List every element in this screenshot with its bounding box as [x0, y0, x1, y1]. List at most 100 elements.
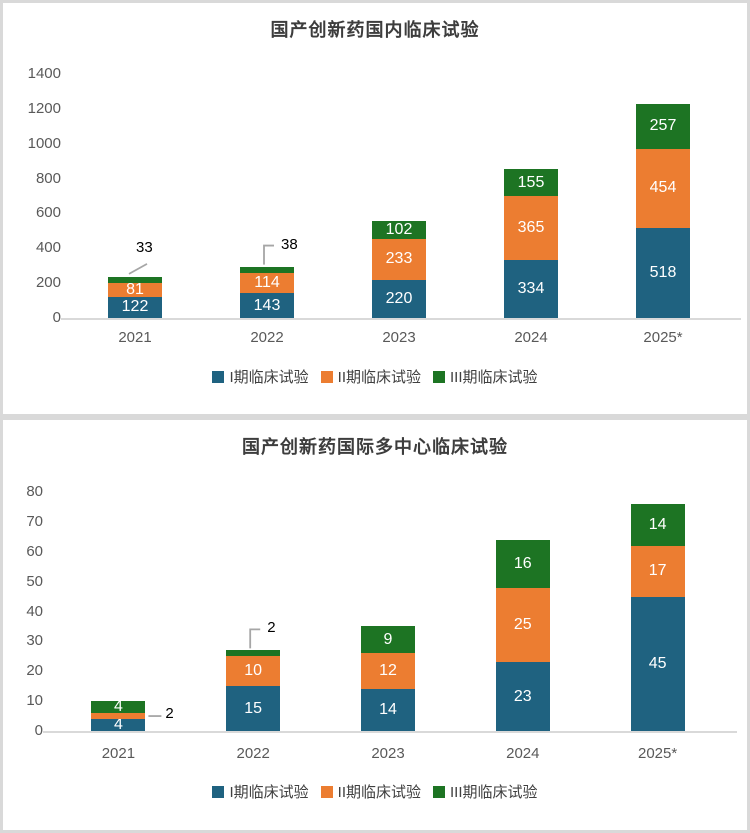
bar-segment — [108, 296, 162, 318]
bar-segment — [630, 596, 685, 731]
bar-value-label: 518 — [649, 263, 677, 281]
callout-value-label: 38 — [281, 235, 298, 253]
bar-segment — [636, 227, 690, 318]
x-axis-category-label: 2022 — [250, 329, 284, 346]
y-axis-tick-label: 400 — [35, 239, 61, 257]
international-clinical-trials-card: 国产创新药国际多中心临床试验 0 10 20 30 40 50 60 70 80 4 2 4 2021 1… — [0, 417, 750, 833]
legend-item-label: I期临床试验 — [229, 784, 309, 801]
bar-value-label: 122 — [121, 298, 149, 316]
legend-color-swatch — [212, 370, 225, 383]
bar-value-label: 143 — [253, 296, 281, 314]
bar-segment — [240, 266, 294, 274]
international-chart-legend: I期临床试验 II期临床试验 III期临床试验 — [3, 781, 747, 802]
bar-segment — [630, 503, 685, 546]
x-axis-category-label: 2023 — [382, 329, 416, 346]
bar-value-label: 220 — [385, 289, 413, 307]
legend-item: II期临床试验 — [320, 366, 421, 387]
legend-item-label: I期临床试验 — [229, 369, 309, 386]
callout-leader-line — [249, 628, 261, 649]
bar-value-label: 155 — [517, 173, 545, 191]
y-axis-tick-label: 1000 — [27, 134, 61, 152]
bar-segment — [91, 719, 146, 731]
bar-value-label: 365 — [517, 218, 545, 236]
bar-segment — [504, 169, 558, 197]
bar-value-label: 81 — [126, 280, 144, 298]
x-axis-category-label: 2025* — [643, 329, 683, 346]
bar-value-label: 9 — [383, 630, 393, 648]
bar-value-label: 257 — [649, 117, 677, 135]
y-axis-tick-label: 200 — [35, 274, 61, 292]
y-axis-tick-label: 50 — [26, 572, 43, 590]
domestic-chart-legend: I期临床试验 II期临床试验 III期临床试验 — [3, 366, 747, 387]
x-axis-category-label: 2021 — [118, 329, 152, 346]
bar-segment — [495, 539, 550, 588]
legend-item: I期临床试验 — [212, 366, 309, 387]
x-axis-category-label: 2024 — [514, 329, 548, 346]
bar-segment — [372, 221, 426, 240]
legend-item-label: III期临床试验 — [450, 369, 538, 386]
legend-color-swatch — [320, 785, 333, 798]
bar-segment — [226, 686, 281, 731]
bar-segment — [108, 282, 162, 297]
bar-segment — [630, 545, 685, 597]
bar-value-label: 17 — [648, 562, 667, 580]
y-axis-tick-label: 1400 — [27, 65, 61, 82]
callout-value-label: 2 — [165, 705, 174, 723]
bar-segment — [504, 259, 558, 318]
bar-value-label: 12 — [379, 662, 397, 680]
callout-leader-line — [263, 244, 274, 265]
bar-value-label: 15 — [244, 699, 263, 717]
legend-item-label: II期临床试验 — [337, 369, 421, 386]
legend-item: II期临床试验 — [320, 781, 421, 802]
bar-segment — [361, 626, 415, 654]
bar-value-label: 45 — [648, 654, 667, 672]
y-axis-tick-label: 60 — [26, 542, 43, 560]
legend-item: III期临床试验 — [433, 366, 538, 387]
y-axis-tick-label: 10 — [26, 692, 43, 710]
y-axis-tick-label: 40 — [26, 602, 43, 620]
bar-segment — [240, 293, 294, 318]
bar-segment — [226, 650, 281, 657]
bar-segment — [361, 689, 415, 731]
y-axis-tick-label: 0 — [52, 309, 61, 326]
bar-segment — [372, 239, 426, 280]
x-axis-category-label: 2022 — [236, 745, 270, 762]
international-chart-plot-area: 0 10 20 30 40 50 60 70 80 4 2 4 2021 15 10 2 2022 14 12 9 20… — [3, 420, 747, 830]
bar-segment — [495, 662, 550, 731]
bar-segment — [495, 587, 550, 663]
bar-value-label: 25 — [513, 615, 532, 633]
legend-item-label: III期临床试验 — [450, 784, 538, 801]
bar-value-label: 114 — [254, 274, 280, 292]
bar-value-label: 14 — [648, 515, 667, 533]
legend-item: III期临床试验 — [433, 781, 538, 802]
bar-segment — [226, 656, 281, 687]
callout-value-label: 2 — [267, 619, 276, 637]
y-axis-tick-label: 80 — [26, 483, 43, 500]
bar-value-label: 16 — [513, 554, 532, 572]
x-axis-category-label: 2023 — [371, 745, 405, 762]
chart-title-international: 国产创新药国际多中心临床试验 — [242, 437, 508, 457]
y-axis-tick-label: 0 — [34, 722, 43, 739]
x-axis-category-label: 2025* — [637, 745, 678, 762]
bar-segment — [240, 273, 294, 294]
x-axis-line — [43, 731, 737, 733]
bar-segment — [361, 653, 415, 690]
bar-segment — [91, 713, 146, 720]
legend-color-swatch — [212, 785, 225, 798]
y-axis-tick-label: 1200 — [27, 99, 61, 117]
bar-value-label: 14 — [379, 701, 397, 719]
bar-segment — [636, 148, 690, 228]
y-axis-tick-label: 800 — [35, 169, 61, 187]
domestic-chart-plot-area: 0 200 400 600 800 1000 1200 1400 122 81 33 2021 143 1… — [3, 3, 747, 414]
callout-leader-line — [128, 263, 148, 275]
y-axis-tick-label: 20 — [26, 662, 43, 680]
bar-segment — [504, 196, 558, 260]
x-axis-line — [61, 318, 741, 320]
bar-value-label: 4 — [113, 698, 123, 716]
bar-value-label: 23 — [513, 687, 532, 705]
y-axis-tick-label: 70 — [26, 512, 43, 530]
legend-item-label: II期临床试验 — [337, 784, 421, 801]
bar-value-label: 454 — [649, 179, 677, 197]
bar-segment — [372, 279, 426, 318]
domestic-clinical-trials-card: 国产创新药国内临床试验 0 200 400 600 800 1000 1200 1400 122… — [0, 0, 750, 417]
